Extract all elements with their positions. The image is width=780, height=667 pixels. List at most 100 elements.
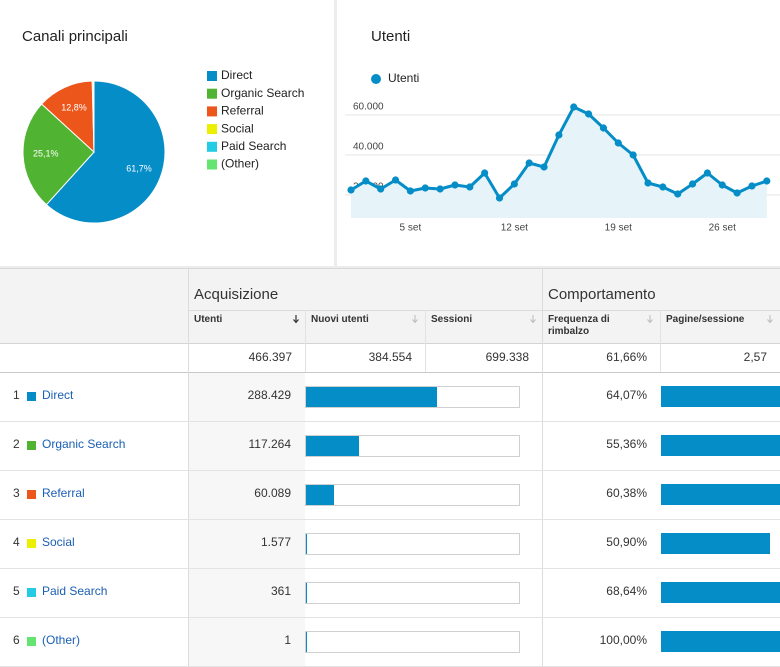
sort-icon[interactable] xyxy=(411,315,419,324)
header-bg xyxy=(0,268,780,343)
data-point xyxy=(599,124,608,132)
channel-swatch xyxy=(27,490,36,499)
slice-label: 61,7% xyxy=(126,164,152,174)
channel-swatch xyxy=(27,588,36,597)
column-divider xyxy=(542,268,543,667)
channels-table: Acquisizione Comportamento Utenti Nuovi ute… xyxy=(0,268,780,667)
column-header[interactable]: Utenti xyxy=(194,314,223,325)
channel-link[interactable]: (Other) xyxy=(42,633,81,647)
row-divider xyxy=(0,372,780,373)
channel-link[interactable]: Social xyxy=(42,535,75,549)
sort-icon[interactable] xyxy=(529,315,537,324)
row-divider xyxy=(188,310,780,311)
data-point xyxy=(451,181,459,189)
column-header[interactable]: Nuovi utenti xyxy=(311,314,369,325)
row-rank: 2 xyxy=(13,437,20,451)
data-point xyxy=(377,185,385,193)
y-tick-label: 60.000 xyxy=(353,102,384,113)
bounce-value: 64,07% xyxy=(606,388,647,402)
new-users-bar xyxy=(306,387,438,407)
total-value: 384.554 xyxy=(368,350,412,364)
data-point xyxy=(525,159,533,167)
legend-swatch xyxy=(207,106,217,117)
users-value: 60.089 xyxy=(254,486,291,500)
row-rank: 1 xyxy=(13,388,20,402)
legend-label: Referral xyxy=(221,104,264,118)
pages-bar xyxy=(661,435,780,456)
channel-swatch xyxy=(27,441,36,450)
column-header[interactable]: Sessioni xyxy=(431,314,473,325)
pie-slice xyxy=(45,80,166,224)
row-divider xyxy=(0,268,780,269)
data-point xyxy=(748,182,756,190)
data-point xyxy=(466,183,474,191)
data-point xyxy=(659,183,667,191)
pages-bar xyxy=(661,631,780,652)
pie-slice xyxy=(22,103,95,206)
bounce-value: 55,36% xyxy=(606,437,647,451)
group-header: Comportamento xyxy=(548,286,656,303)
group-header: Acquisizione xyxy=(194,286,279,303)
data-point xyxy=(495,194,504,202)
column-divider xyxy=(660,310,661,372)
row-rank: 3 xyxy=(13,486,20,500)
sort-icon[interactable] xyxy=(646,315,654,324)
totals-bg xyxy=(0,343,780,372)
row-divider xyxy=(0,470,780,471)
legend-swatch xyxy=(207,71,217,81)
data-point xyxy=(540,163,548,171)
row-divider xyxy=(0,421,780,422)
data-point xyxy=(585,110,593,118)
pie-title: Canali principali xyxy=(22,28,128,45)
data-point xyxy=(391,176,400,184)
row-divider xyxy=(0,519,780,520)
pages-bar xyxy=(661,533,770,554)
data-point xyxy=(718,181,726,189)
legend-dot xyxy=(371,74,381,84)
bar-box xyxy=(305,533,520,555)
row-divider xyxy=(0,617,780,618)
legend-swatch xyxy=(207,141,217,152)
slice-label: 12,8% xyxy=(61,102,87,112)
bounce-value: 68,64% xyxy=(606,584,647,598)
channel-link[interactable]: Organic Search xyxy=(42,437,126,451)
data-point xyxy=(733,189,741,197)
pages-bar xyxy=(661,484,780,505)
data-point xyxy=(555,131,563,139)
new-users-bar xyxy=(306,485,334,505)
users-value: 1.577 xyxy=(260,535,291,549)
channel-swatch xyxy=(27,637,36,646)
new-users-bar xyxy=(306,534,307,554)
bar-box xyxy=(305,582,520,604)
x-tick-label: 26 set xyxy=(709,223,736,234)
channel-link[interactable]: Direct xyxy=(42,388,74,402)
channel-swatch xyxy=(27,392,36,401)
users-value: 1 xyxy=(284,633,291,647)
data-point xyxy=(674,190,682,198)
data-point xyxy=(421,184,429,192)
total-value: 2,57 xyxy=(743,350,767,364)
sort-desc-icon[interactable] xyxy=(292,315,300,324)
legend-label: (Other) xyxy=(221,157,259,171)
pages-bar xyxy=(661,582,780,603)
data-point xyxy=(763,177,771,185)
channel-link[interactable]: Referral xyxy=(42,486,85,500)
row-rank: 4 xyxy=(13,535,20,549)
bar-box xyxy=(305,631,520,653)
legend-label: Paid Search xyxy=(221,139,286,153)
row-divider xyxy=(0,568,780,569)
users-value: 117.264 xyxy=(248,437,292,451)
total-value: 61,66% xyxy=(606,350,647,364)
row-divider xyxy=(0,343,780,344)
channel-link[interactable]: Paid Search xyxy=(42,584,108,598)
sort-icon[interactable] xyxy=(766,315,774,324)
column-header[interactable]: Pagine/sessione xyxy=(666,314,745,325)
column-divider xyxy=(188,268,189,667)
x-tick-label: 5 set xyxy=(400,223,422,234)
data-point xyxy=(406,187,414,195)
new-users-bar xyxy=(306,436,360,456)
data-point xyxy=(362,177,370,185)
total-value: 466.397 xyxy=(248,350,292,364)
data-point xyxy=(614,139,622,147)
column-header[interactable]: Frequenza di rimbalzo xyxy=(548,314,610,337)
